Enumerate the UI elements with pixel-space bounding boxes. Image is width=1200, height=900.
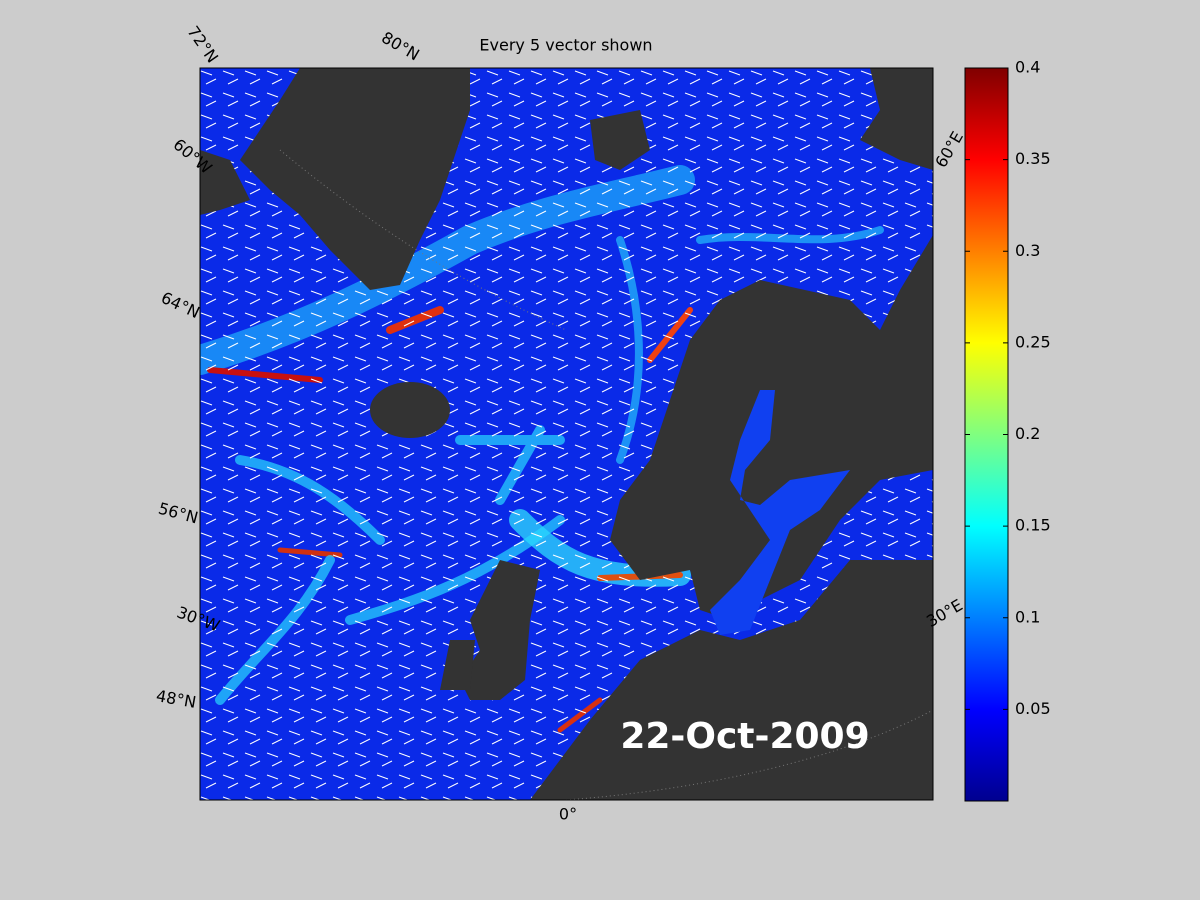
lon-label: 0° [559, 805, 577, 824]
date-label: 22-Oct-2009 [620, 716, 869, 757]
colorbar-tick-label: 0.2 [1015, 424, 1040, 443]
colorbar-tick-label: 0.05 [1015, 699, 1051, 718]
land [200, 68, 933, 800]
lat-label: 56°N [156, 499, 200, 528]
colorbar-scale [964, 67, 1009, 802]
lat-label: 48°N [155, 686, 198, 712]
lat-label: 64°N [158, 288, 203, 322]
colorbar-tick-label: 0.1 [1015, 607, 1040, 626]
map-frame [199, 67, 934, 801]
baltic-sea [710, 390, 850, 635]
colorbar-tick-label: 0.4 [1015, 58, 1040, 77]
colorbar: 0.05 0.1 0.15 0.2 0.25 0.3 0.35 0.4 [964, 58, 1051, 802]
colorbar-tick-label: 0.15 [1015, 516, 1051, 535]
colorbar-tick-label: 0.35 [1015, 149, 1051, 168]
lat-label: 80°N [378, 28, 422, 65]
colorbar-tick-label: 0.25 [1015, 332, 1051, 351]
lon-label: 60°E [931, 128, 967, 171]
map [200, 68, 933, 800]
colorbar-tick-label: 0.3 [1015, 241, 1040, 260]
lat-label: 72°N [183, 22, 222, 66]
graticule [279, 149, 933, 800]
map-title: Every 5 vector shown [479, 36, 652, 55]
